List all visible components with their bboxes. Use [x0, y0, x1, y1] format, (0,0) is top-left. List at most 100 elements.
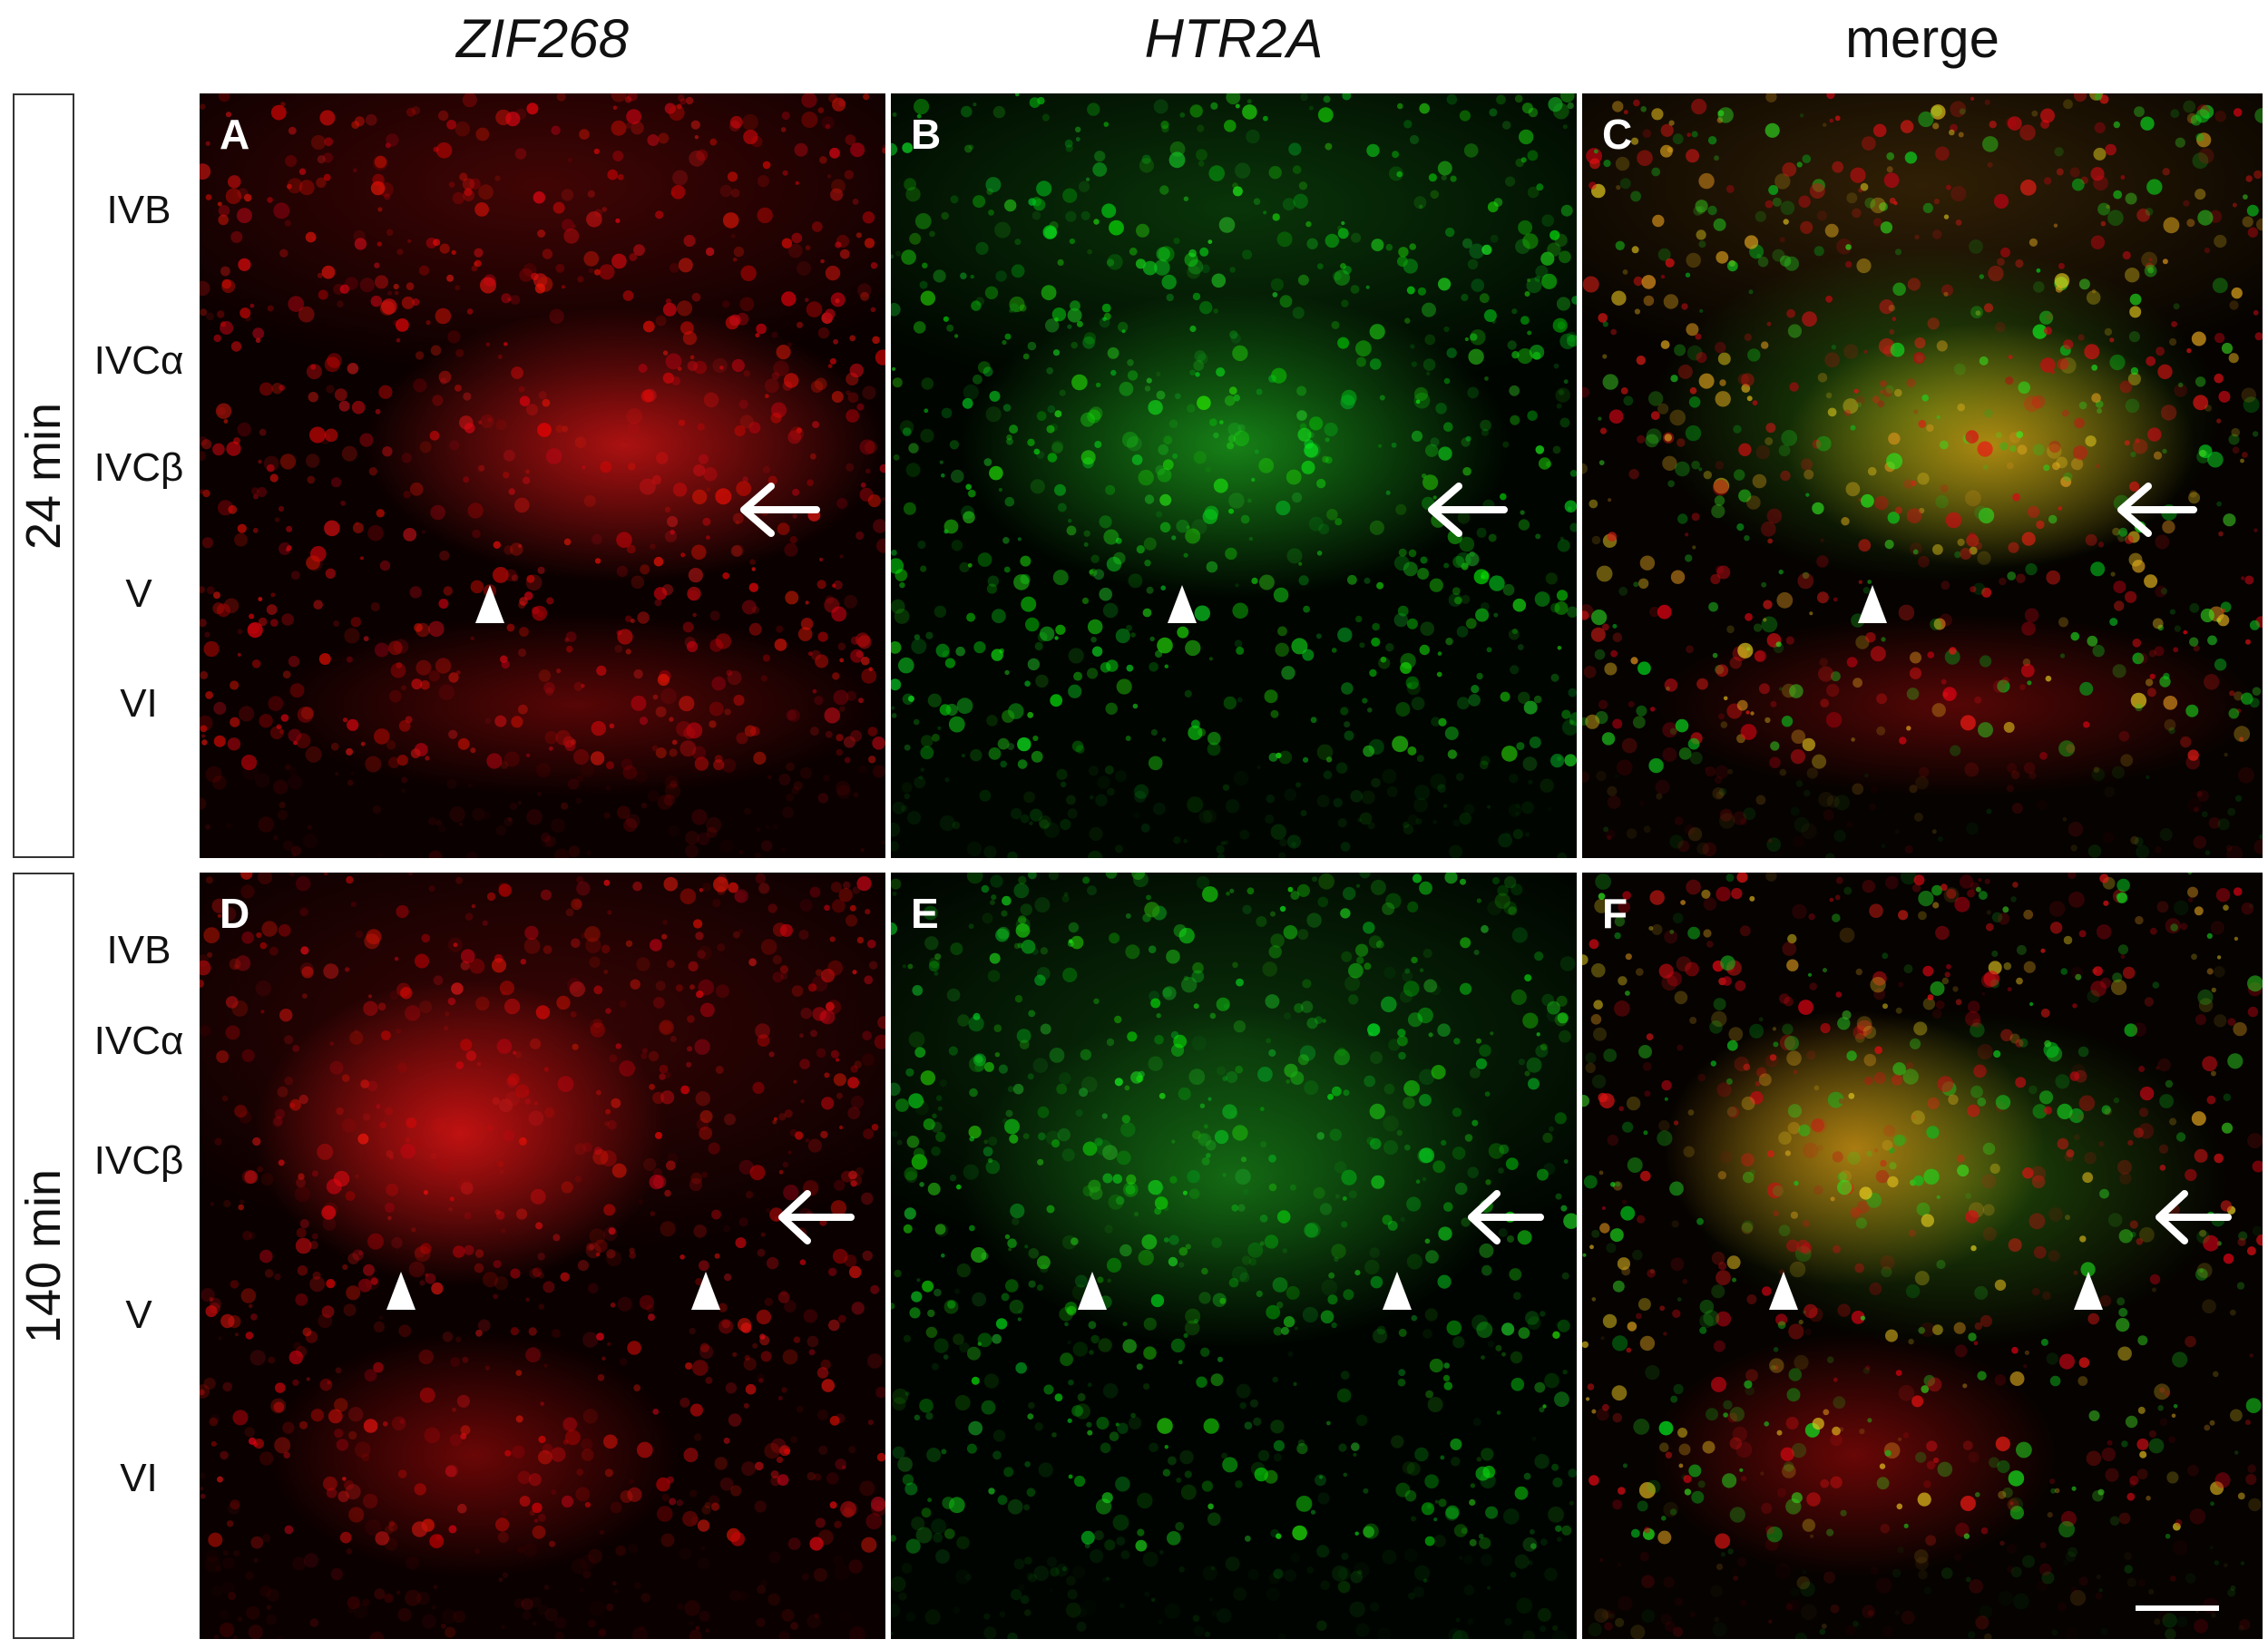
cell-dot	[237, 188, 249, 200]
cell-dot	[1556, 403, 1562, 409]
cell-dot	[511, 366, 523, 379]
cell-dot	[1641, 275, 1657, 289]
cell-dot	[1886, 453, 1903, 470]
cell-dot	[455, 876, 463, 884]
cell-dot	[2091, 288, 2097, 294]
cell-dot	[826, 174, 832, 179]
cell-dot	[1691, 460, 1700, 470]
cell-dot	[455, 1336, 462, 1342]
cell-dot	[1017, 1317, 1022, 1322]
cell-dot	[948, 1497, 965, 1514]
cell-dot	[736, 732, 748, 745]
cell-dot	[670, 780, 678, 788]
cell-dot	[761, 508, 769, 516]
cell-dot	[827, 364, 833, 368]
cell-dot	[1015, 93, 1020, 97]
cell-dot	[790, 1622, 798, 1630]
cell-dot	[1076, 320, 1083, 327]
cell-dot	[593, 1146, 602, 1156]
cell-dot	[977, 552, 992, 567]
cell-dot	[1932, 229, 1942, 239]
cell-dot	[848, 1446, 856, 1454]
cell-dot	[698, 979, 714, 996]
cell-dot	[1907, 278, 1921, 291]
cell-dot	[210, 1414, 220, 1424]
cell-dot	[2054, 147, 2064, 157]
cell-dot	[1156, 390, 1166, 400]
cell-dot	[209, 1297, 214, 1302]
cell-dot	[370, 295, 382, 307]
cell-dot	[817, 793, 828, 804]
cell-dot	[1965, 490, 1981, 507]
cell-dot	[713, 759, 725, 771]
cell-dot	[289, 683, 305, 698]
cell-dot	[1872, 395, 1881, 404]
cell-dot	[1719, 808, 1733, 822]
cell-dot	[1556, 297, 1571, 311]
cell-dot	[988, 1488, 995, 1495]
cell-dot	[1157, 637, 1173, 654]
cell-dot	[1121, 431, 1139, 448]
cell-dot	[723, 1225, 731, 1233]
cell-dot	[2024, 1350, 2029, 1355]
cell-dot	[333, 1170, 350, 1187]
cell-dot	[401, 788, 406, 794]
cell-dot	[633, 1384, 641, 1391]
cell-dot	[1569, 522, 1577, 532]
cell-dot	[2174, 384, 2187, 397]
cell-dot	[1651, 108, 1664, 121]
cell-dot	[904, 1207, 916, 1220]
cell-dot	[1835, 991, 1843, 998]
cell-dot	[892, 1388, 908, 1405]
cell-dot	[1259, 1241, 1265, 1246]
cell-dot	[1407, 901, 1419, 912]
cell-dot	[1262, 961, 1277, 977]
cell-dot	[1515, 811, 1520, 815]
cell-dot	[1716, 664, 1729, 678]
cell-dot	[256, 932, 262, 939]
cell-dot	[2006, 1566, 2014, 1574]
cell-dot	[1535, 533, 1541, 540]
cell-dot	[396, 1029, 402, 1034]
cell-dot	[1473, 950, 1480, 955]
cell-dot	[934, 953, 942, 961]
cell-dot	[1173, 924, 1187, 938]
cell-dot	[581, 932, 587, 939]
cell-dot	[447, 330, 461, 344]
cell-dot	[1067, 1418, 1072, 1423]
cell-dot	[1480, 756, 1491, 766]
cell-dot	[2158, 1144, 2169, 1154]
cell-dot	[476, 464, 484, 473]
cell-dot	[576, 876, 584, 884]
cell-dot	[669, 717, 674, 722]
cell-dot	[2091, 364, 2098, 371]
cell-dot	[728, 882, 738, 893]
cell-dot	[597, 1629, 607, 1639]
cell-dot	[769, 1207, 784, 1222]
cell-dot	[997, 926, 1010, 940]
cell-dot	[985, 177, 1002, 193]
cell-dot	[579, 129, 590, 140]
cell-dot	[1012, 1217, 1020, 1225]
cell-dot	[204, 631, 210, 638]
cell-dot	[2226, 845, 2244, 858]
cell-dot	[932, 1113, 937, 1119]
cell-dot	[1368, 1031, 1373, 1037]
cell-dot	[386, 740, 396, 750]
cell-dot	[1087, 668, 1099, 679]
cell-dot	[544, 835, 556, 847]
cell-dot	[1273, 1453, 1282, 1462]
cell-dot	[639, 1625, 645, 1632]
cell-dot	[2185, 704, 2199, 717]
cell-dot	[228, 175, 241, 189]
cell-dot	[396, 1590, 401, 1595]
cell-dot	[1273, 587, 1289, 603]
cell-dot	[1598, 313, 1608, 323]
cell-dot	[289, 1102, 296, 1108]
cell-dot	[1264, 1234, 1279, 1249]
cell-dot	[414, 1245, 431, 1263]
cell-dot	[837, 642, 846, 651]
cell-dot	[1148, 1179, 1163, 1195]
cell-dot	[1080, 210, 1090, 220]
cell-dot	[981, 1400, 996, 1415]
